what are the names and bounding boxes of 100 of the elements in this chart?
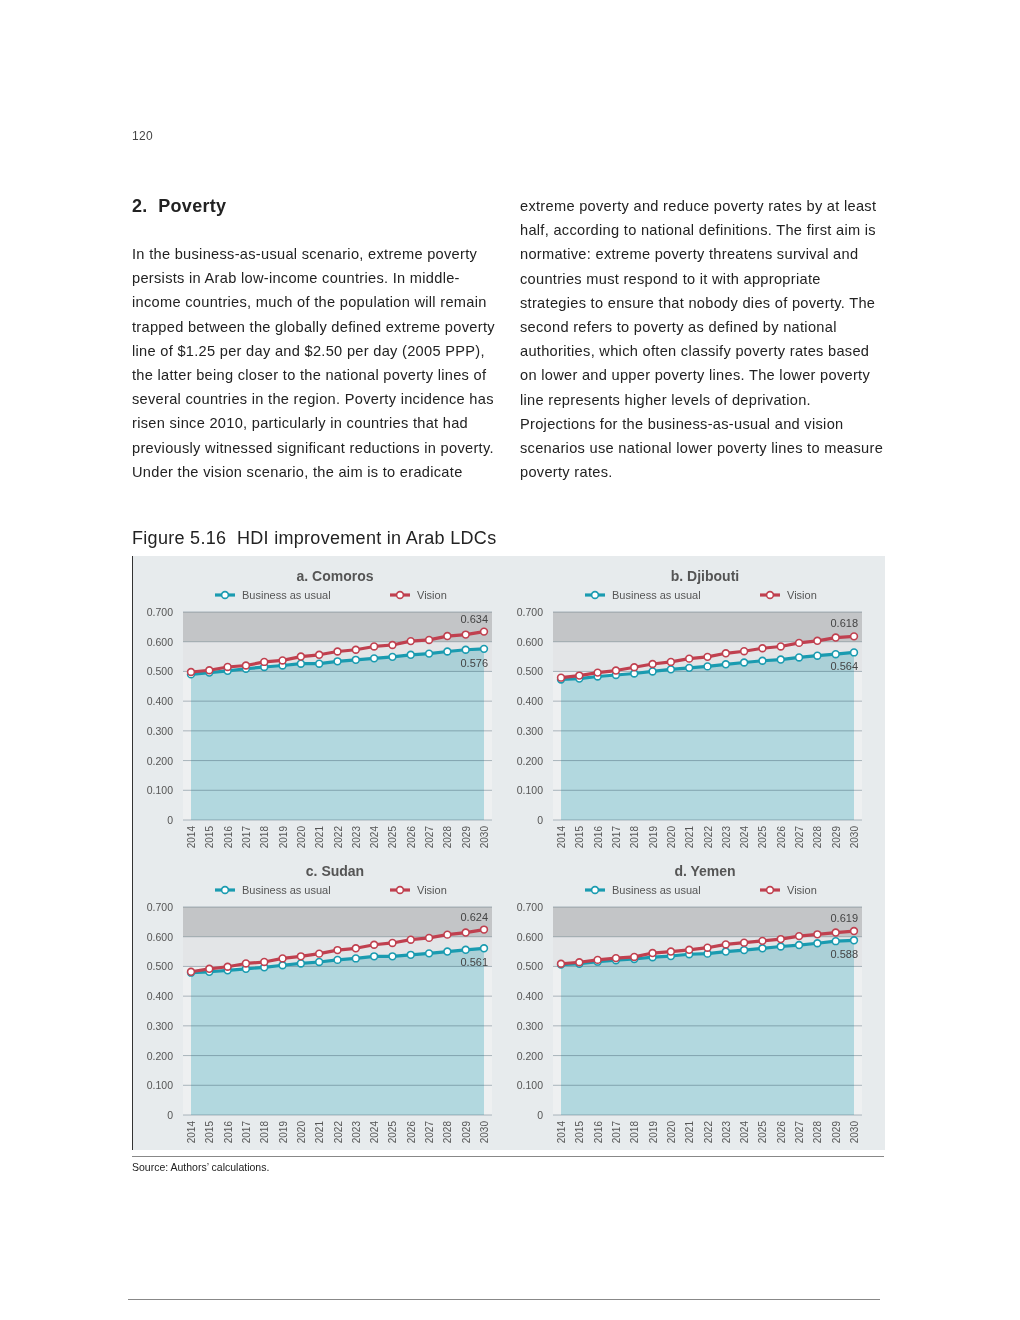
x-tick-label: 2026: [775, 1120, 787, 1144]
y-tick-label: 0.500: [516, 665, 544, 678]
x-tick-label: 2023: [350, 825, 362, 849]
x-tick-label: 2020: [295, 825, 307, 849]
x-tick-label: 2017: [610, 1120, 622, 1144]
x-tick-label: 2025: [757, 825, 769, 849]
legend-label: Business as usual: [242, 589, 331, 601]
y-tick-label: 0.200: [146, 1049, 174, 1062]
x-tick-label: 2017: [240, 1120, 252, 1144]
x-tick-label: 2016: [222, 1120, 234, 1144]
legend-label: Business as usual: [612, 884, 701, 896]
x-tick-label: 2021: [684, 825, 696, 849]
x-tick-label: 2024: [739, 825, 751, 849]
y-tick-label: 0.200: [516, 1049, 544, 1062]
x-tick-label: 2018: [259, 1120, 271, 1144]
legend-label: Business as usual: [612, 589, 701, 601]
x-tick-label: 2025: [387, 825, 399, 849]
x-tick-label: 2015: [204, 1120, 216, 1144]
y-tick-label: 0: [167, 814, 174, 826]
legend-label: Vision: [417, 884, 447, 896]
x-tick-label: 2029: [830, 825, 842, 849]
x-tick-label: 2017: [610, 825, 622, 849]
x-tick-label: 2019: [647, 1120, 659, 1144]
x-tick-label: 2015: [204, 825, 216, 849]
x-tick-label: 2023: [720, 1120, 732, 1144]
x-tick-label: 2017: [240, 825, 252, 849]
x-tick-label: 2022: [332, 825, 344, 849]
legend-label: Vision: [417, 589, 447, 601]
text: In the business-as-usual scenario, extreme poverty persists in Arab low-income countries. In middle-income countries, much of the population will remain trapped between the globally defined extreme poverty line of $1.25 per day and $2.50 per day (2005 PPP), the latter being closer to the national poverty lines of several countries in the region. Poverty incidence has risen since 2010, particularly in countries that had previously witnessed significant reductions in poverty. Under the vision scenario, the aim is to eradicate: [132, 246, 495, 480]
chart-title: d. Yemen: [674, 863, 736, 879]
x-tick-label: 2025: [757, 1120, 769, 1144]
x-tick-label: 2023: [720, 825, 732, 849]
x-tick-label: 2016: [592, 1120, 604, 1144]
x-tick-label: 2030: [479, 825, 490, 849]
data-label: 0.576: [460, 656, 488, 669]
y-tick-label: 0.600: [516, 930, 544, 943]
x-tick-label: 2028: [812, 1120, 824, 1144]
data-label: 0.619: [830, 912, 858, 925]
x-tick-label: 2014: [556, 1120, 567, 1144]
x-tick-label: 2030: [849, 825, 860, 849]
y-tick-label: 0.700: [516, 901, 544, 913]
x-tick-label: 2016: [592, 825, 604, 849]
x-tick-label: 2021: [684, 1120, 696, 1144]
y-tick-label: 0.500: [146, 960, 174, 973]
y-tick-label: 0.400: [146, 990, 174, 1003]
data-label: 0.618: [830, 617, 858, 630]
x-tick-label: 2022: [702, 1120, 714, 1144]
y-tick-label: 0.700: [146, 606, 174, 618]
x-tick-label: 2021: [314, 1120, 326, 1144]
chart-title: a. Comoros: [296, 568, 374, 584]
x-tick-label: 2018: [629, 1120, 641, 1144]
y-tick-label: 0.400: [146, 695, 174, 708]
x-tick-label: 2016: [222, 825, 234, 849]
data-label: 0.564: [830, 660, 858, 673]
x-tick-label: 2020: [665, 825, 677, 849]
x-tick-label: 2026: [405, 825, 417, 849]
y-tick-label: 0.400: [516, 695, 544, 708]
x-tick-label: 2018: [629, 825, 641, 849]
x-tick-label: 2020: [665, 1120, 677, 1144]
legend-label: Vision: [787, 589, 817, 601]
x-tick-label: 2027: [424, 1120, 436, 1144]
y-tick-label: 0.300: [146, 1019, 174, 1032]
y-tick-label: 0.100: [516, 1079, 544, 1092]
y-tick-label: 0: [537, 814, 544, 826]
x-tick-label: 2024: [739, 1120, 751, 1144]
x-tick-label: 2028: [812, 825, 824, 849]
source-note: Source: Authors’ calculations.: [132, 1161, 270, 1173]
y-tick-label: 0.400: [516, 990, 544, 1003]
x-tick-label: 2026: [405, 1120, 417, 1144]
x-tick-label: 2027: [794, 1120, 806, 1144]
y-tick-label: 0.700: [516, 606, 544, 618]
data-label: 0.561: [460, 956, 488, 969]
data-label: 0.588: [830, 948, 858, 961]
y-tick-label: 0.200: [516, 754, 544, 767]
y-tick-label: 0.500: [146, 665, 174, 678]
x-tick-label: 2021: [314, 825, 326, 849]
x-tick-label: 2022: [332, 1120, 344, 1144]
x-tick-label: 2026: [775, 825, 787, 849]
x-tick-label: 2030: [479, 1120, 490, 1144]
x-tick-label: 2029: [460, 1120, 472, 1144]
x-tick-label: 2018: [259, 825, 271, 849]
x-tick-label: 2019: [277, 1120, 289, 1144]
x-tick-label: 2022: [702, 825, 714, 849]
x-tick-label: 2024: [369, 825, 381, 849]
legend-label: Business as usual: [242, 884, 331, 896]
chart-title: b. Djibouti: [670, 568, 740, 584]
x-tick-label: 2024: [369, 1120, 381, 1144]
x-tick-label: 2027: [424, 825, 436, 849]
caption: Figure 5.16 HDI improvement in Arab LDCs: [132, 527, 497, 550]
y-tick-label: 0.700: [146, 901, 174, 913]
y-tick-label: 0.600: [516, 635, 544, 648]
y-tick-label: 0.600: [146, 930, 174, 943]
chart-title: c. Sudan: [305, 863, 365, 879]
text: extreme poverty and reduce poverty rates by at least half, according to national definitions. The first aim is normative: extreme poverty threatens survival and countries must respond to it with appropriate strategies to ensure that nobody dies of poverty. The second refers to poverty as defined by national authorities, which often classify poverty rates based on lower and upper poverty lines. The lower poverty line represents higher levels of deprivation. Projections for the business-as-usual and vision scenarios use national lower poverty lines to measure poverty rates.: [520, 198, 884, 481]
x-tick-label: 2020: [295, 1120, 307, 1144]
x-tick-label: 2015: [574, 1120, 586, 1144]
x-tick-label: 2014: [186, 825, 197, 849]
x-tick-label: 2014: [186, 1120, 197, 1144]
legend-label: Vision: [787, 884, 817, 896]
x-tick-label: 2019: [277, 825, 289, 849]
